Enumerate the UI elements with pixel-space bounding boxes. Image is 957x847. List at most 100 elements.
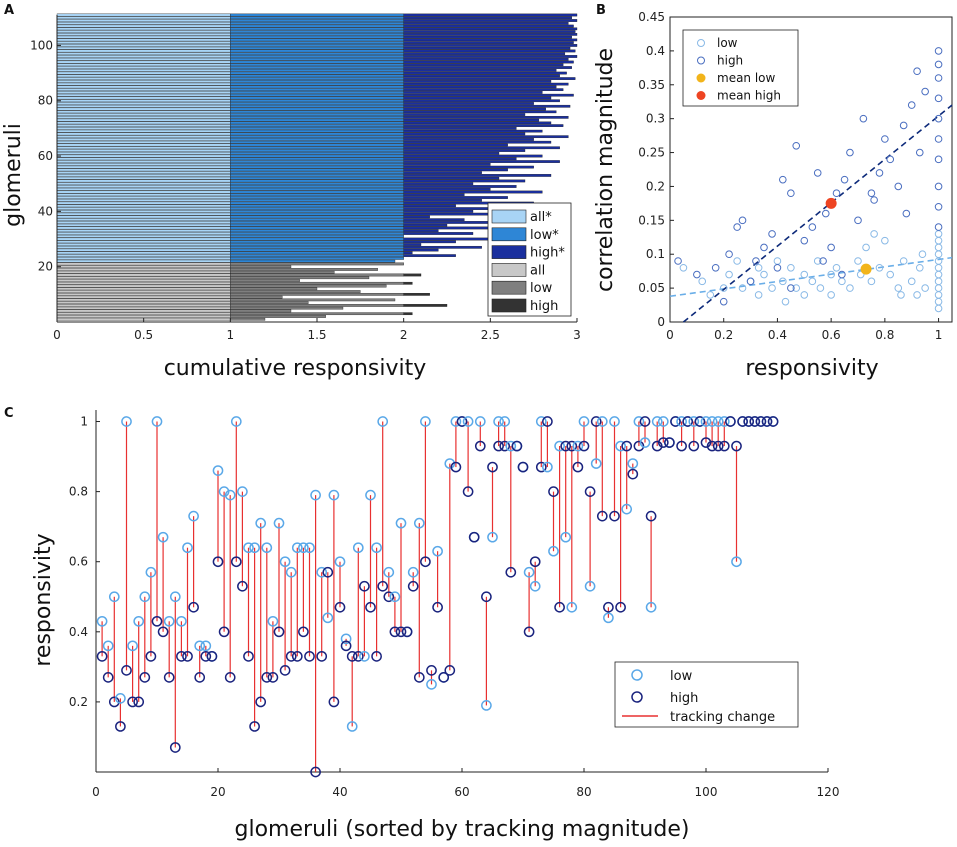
bar-g57-high (403, 163, 491, 166)
bar-g28-low (230, 243, 404, 246)
c-point-low (194, 640, 206, 652)
b-xtick-label: 0.2 (714, 328, 733, 342)
c-point-high (413, 672, 425, 683)
c-point-high (194, 672, 206, 683)
b-point-high (733, 223, 741, 231)
bar-g9-all (56, 295, 231, 299)
bar-g95-high (403, 57, 569, 61)
c-point-low (554, 440, 565, 452)
c-point-low (243, 542, 254, 554)
c-point-high (517, 461, 529, 473)
b-point-high (738, 216, 747, 225)
bar-g28-high (403, 243, 422, 246)
bar-g62-all (56, 149, 231, 152)
bar-g103-low (230, 35, 404, 39)
c-point-high (639, 416, 651, 427)
b-point-high (693, 270, 701, 279)
b-ytick-label: 0.1 (646, 247, 665, 261)
bar-g33-all (56, 229, 231, 233)
b-point-high (725, 250, 733, 259)
bar-g109-all (56, 19, 231, 22)
c-point-high (365, 601, 376, 613)
c-point-high (706, 440, 718, 452)
bar-g20-low (230, 265, 292, 269)
bar-g58-high (403, 160, 560, 163)
bar-g33-high (403, 229, 439, 233)
bar-g1-low (230, 317, 266, 321)
bar-g93-all (56, 63, 231, 67)
c-point-low (505, 440, 517, 452)
panel-b-y-ticks: 0 0.05 0.1 0.15 0.2 0.25 0.3 0.35 0.4 0.45 (638, 10, 674, 329)
a-ytick-label: 60 (38, 149, 53, 163)
bar-g25-low (230, 251, 404, 255)
c-point-high (657, 437, 669, 448)
c-point-high (432, 601, 443, 613)
c-point-low (108, 591, 120, 603)
b-point-low (754, 263, 763, 272)
bar-g92-high (403, 66, 572, 69)
bar-g88-low (230, 77, 404, 80)
c-point-high (688, 440, 700, 452)
c-point-low (285, 566, 297, 578)
c-point-low (481, 700, 492, 711)
b-point-low (781, 297, 790, 306)
bar-g102-high (403, 38, 578, 42)
bar-g55-high (403, 168, 508, 172)
c-point-high (535, 461, 547, 473)
bar-g76-low (230, 110, 404, 114)
bar-g44-all (56, 198, 231, 202)
bar-g64-low (230, 143, 404, 147)
c-point-high (572, 461, 584, 473)
bar-g58-low (230, 160, 404, 163)
c-xtick-label: 60 (454, 785, 469, 799)
c-point-low (718, 416, 730, 427)
a-legend-label: low* (530, 228, 559, 243)
c-point-low (395, 517, 407, 529)
panel-c-x-label: glomeruli (sorted by tracking magnitude) (235, 817, 690, 842)
bar-g108-high (403, 21, 569, 25)
c-point-high (218, 626, 230, 638)
bar-g27-low (230, 245, 404, 249)
bar-g30-low (230, 237, 404, 241)
c-point-high (682, 416, 694, 427)
bar-g65-high (403, 140, 552, 144)
b-point-low (779, 277, 787, 286)
c-point-low (212, 465, 224, 476)
bar-g25-high (403, 251, 413, 255)
panel-a-y-ticks: 20 40 60 80 100 (30, 38, 61, 274)
bar-g68-high (403, 132, 526, 136)
b-point-low (934, 291, 943, 299)
c-point-low (304, 542, 315, 554)
b-legend-label: high (717, 54, 743, 68)
bar-g21-low (230, 262, 404, 266)
bar-g105-high (403, 30, 576, 33)
b-xtick-label: 0.4 (768, 328, 787, 342)
c-point-high (328, 696, 340, 708)
bar-g96-high (403, 55, 578, 58)
c-point-low (249, 542, 260, 554)
bar-g94-low (230, 60, 404, 64)
bar-g32-all (56, 232, 231, 235)
bar-g24-all (56, 254, 231, 257)
panel-b-x-ticks: 0 0.2 0.4 0.6 0.8 1 (666, 318, 942, 342)
b-point-low (827, 291, 835, 299)
bar-g89-high (403, 74, 560, 78)
c-point-high (279, 665, 291, 676)
bar-g91-low (230, 68, 404, 72)
c-point-high (450, 461, 462, 473)
bar-g80-high (403, 99, 560, 103)
c-point-high (310, 766, 321, 778)
bar-g87-high (403, 80, 552, 83)
bar-g47-all (56, 190, 231, 194)
bar-g86-high (403, 82, 569, 86)
bar-g98-low (230, 49, 404, 53)
c-point-low (352, 542, 364, 554)
c-legend-marker-high (631, 691, 643, 703)
a-ytick-label: 40 (38, 204, 53, 218)
panel-a: A 0 0.5 1 1.5 2 2.5 3 20 40 60 80 100 cumulative r… (1, 3, 581, 381)
bar-g110-high (403, 16, 572, 20)
b-point-low (862, 243, 870, 252)
c-point-high (249, 721, 260, 732)
c-point-low (627, 458, 639, 469)
bar-g81-low (230, 96, 404, 100)
